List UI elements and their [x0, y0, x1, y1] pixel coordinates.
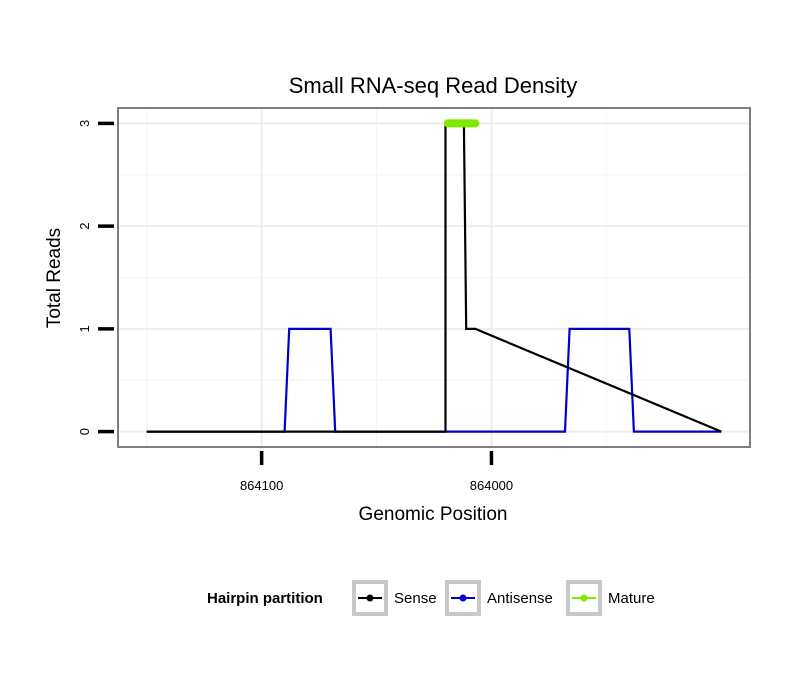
grid-lines: [118, 108, 750, 447]
legend-key-dot: [580, 594, 588, 602]
legend-key-dot: [366, 594, 374, 602]
y-tick-label: 1: [77, 325, 92, 332]
series-lines: [146, 119, 722, 433]
legend-item-antisense: Antisense: [445, 580, 553, 616]
series-line-antisense: [146, 327, 722, 433]
plot-panel-border: [117, 107, 751, 448]
legend: Hairpin partition Sense Antisense Mature: [207, 580, 655, 616]
x-tick-label: 864000: [470, 478, 513, 493]
x-tick-label: 864100: [240, 478, 283, 493]
y-tick-label: 2: [77, 223, 92, 230]
legend-key-dot: [459, 594, 467, 602]
y-axis-title: Total Reads: [44, 228, 65, 328]
legend-label: Sense: [394, 590, 437, 607]
legend-title: Hairpin partition: [207, 590, 323, 607]
chart-title: Small RNA-seq Read Density: [289, 73, 578, 98]
x-axis-ticks: 864100 864000: [240, 451, 513, 493]
y-tick-label: 0: [77, 428, 92, 435]
y-axis-ticks: 0 1 2 3: [77, 120, 114, 435]
legend-item-mature: Mature: [566, 580, 655, 616]
legend-label: Antisense: [487, 590, 553, 607]
legend-label: Mature: [608, 590, 655, 607]
y-tick-label: 3: [77, 120, 92, 127]
legend-item-sense: Sense: [352, 580, 437, 616]
x-axis-title: Genomic Position: [359, 504, 508, 525]
